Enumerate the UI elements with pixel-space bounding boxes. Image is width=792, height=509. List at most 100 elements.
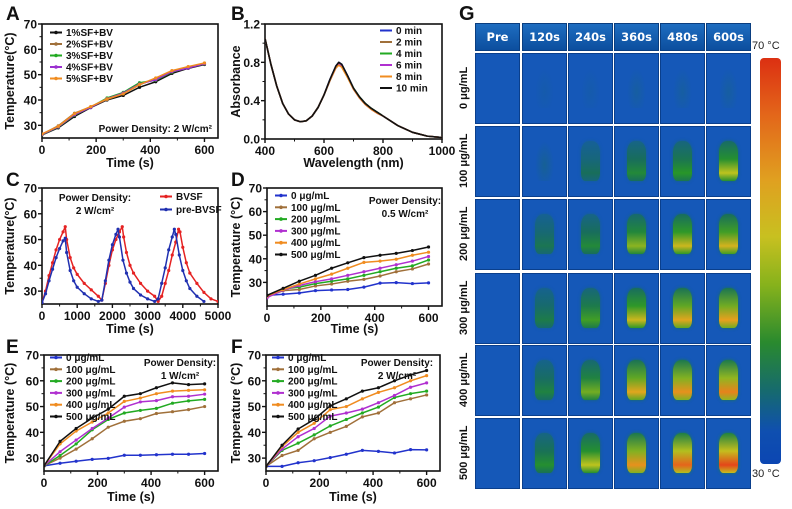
data-point bbox=[124, 271, 129, 275]
power-density-annotation: Power Density: bbox=[59, 193, 131, 204]
legend-label: 3%SF+BV bbox=[66, 51, 113, 62]
legend-item: 100 μg/mL bbox=[50, 365, 115, 376]
data-point bbox=[425, 389, 429, 393]
heated-vial-region bbox=[627, 68, 646, 108]
data-point bbox=[313, 289, 318, 293]
x-axis-label: Wavelength (nm) bbox=[303, 156, 403, 170]
row-label: 500 μg/mL bbox=[458, 425, 470, 480]
data-point bbox=[313, 273, 318, 277]
data-point bbox=[392, 379, 397, 383]
series-line bbox=[266, 448, 427, 468]
data-point bbox=[296, 461, 300, 465]
x-axis-label: Time (s) bbox=[107, 490, 155, 504]
heated-vial-region bbox=[673, 214, 692, 254]
data-point bbox=[122, 399, 126, 403]
data-point bbox=[378, 274, 382, 278]
legend-item: 500 μg/mL bbox=[272, 412, 337, 423]
data-point bbox=[426, 258, 431, 262]
series-0-g-ml bbox=[266, 448, 429, 468]
data-point bbox=[188, 271, 192, 275]
data-point bbox=[410, 281, 414, 286]
data-point bbox=[378, 270, 382, 274]
data-point bbox=[426, 250, 431, 254]
power-density-annotation: 2 W/cm² bbox=[76, 206, 115, 217]
data-point bbox=[312, 426, 316, 431]
heated-vial-region bbox=[627, 433, 646, 473]
chart-panel-f: F 30 40 50 60 70 0 200 400 600 Time (s) Temperature… bbox=[229, 337, 441, 504]
legend-label: 300 μg/mL bbox=[66, 388, 115, 399]
series-10-min bbox=[265, 38, 442, 139]
data-point bbox=[195, 281, 199, 285]
legend-label: 2%SF+BV bbox=[66, 40, 113, 51]
data-point bbox=[344, 411, 348, 415]
series-0-g-ml bbox=[267, 281, 431, 297]
data-point bbox=[280, 464, 284, 468]
data-point bbox=[138, 417, 142, 421]
legend-label: 1%SF+BV bbox=[66, 28, 113, 39]
chart-panel-a: A 30 40 50 60 70 0 200 400 600 Time (s) Temperature… bbox=[3, 4, 219, 170]
legend-label: 100 μg/mL bbox=[66, 365, 115, 376]
thermal-image-cell bbox=[522, 345, 567, 416]
heated-vial-region bbox=[581, 141, 600, 181]
data-point bbox=[394, 281, 398, 285]
heated-vial-region bbox=[627, 214, 646, 254]
thermal-image-cell bbox=[660, 273, 705, 344]
data-point bbox=[202, 61, 207, 65]
data-point bbox=[410, 259, 414, 263]
data-point bbox=[128, 280, 132, 284]
data-point bbox=[122, 405, 126, 409]
data-point bbox=[296, 427, 300, 431]
legend-marker bbox=[276, 402, 280, 407]
x-tick-label: 1000 bbox=[64, 309, 91, 323]
data-point bbox=[346, 279, 350, 283]
legend-item: 2%SF+BV bbox=[50, 40, 113, 51]
data-point bbox=[44, 464, 46, 468]
colorbar-max-label: 70 °C bbox=[752, 40, 780, 52]
y-axis-label: Temperature(°C) bbox=[3, 197, 17, 294]
legend-item: 300 μg/mL bbox=[272, 388, 337, 399]
data-point bbox=[63, 225, 67, 229]
power-density-annotation: 0.5 W/cm² bbox=[382, 209, 429, 220]
plot-area bbox=[42, 225, 218, 304]
panel-g-thermal-images: G Pre 120s 240s 360s 480s 600s 0 μg/mL 100 μg/m… bbox=[455, 0, 792, 509]
legend-item: 1%SF+BV bbox=[50, 28, 113, 39]
data-point bbox=[177, 253, 181, 257]
panel-letter-b: B bbox=[231, 4, 245, 25]
data-point bbox=[296, 430, 300, 434]
heated-vial-region bbox=[719, 68, 738, 108]
legend-item: 100 μg/mL bbox=[272, 365, 337, 376]
y-tick-label: 50 bbox=[24, 233, 38, 247]
legend-item: 4%SF+BV bbox=[50, 63, 113, 74]
thermal-image-cell bbox=[614, 418, 659, 489]
data-point bbox=[394, 266, 398, 270]
data-point bbox=[170, 452, 175, 456]
plot-area bbox=[42, 61, 207, 137]
data-point bbox=[267, 293, 269, 297]
legend-marker bbox=[279, 217, 283, 221]
x-axis-label: Time (s) bbox=[329, 490, 377, 504]
data-point bbox=[160, 294, 164, 298]
heated-vial-region bbox=[719, 214, 738, 254]
data-point bbox=[297, 287, 301, 292]
data-point bbox=[344, 404, 348, 409]
x-tick-label: 600 bbox=[417, 476, 437, 490]
data-point bbox=[61, 239, 65, 243]
data-point bbox=[163, 281, 167, 285]
series-500-g-ml bbox=[266, 368, 429, 468]
thermal-image-cell bbox=[660, 199, 705, 270]
legend-item: 5%SF+BV bbox=[50, 74, 113, 85]
data-point bbox=[296, 441, 300, 445]
x-tick-label: 600 bbox=[314, 144, 334, 158]
legend-label: 300 μg/mL bbox=[288, 388, 337, 399]
data-point bbox=[122, 411, 126, 415]
data-point bbox=[425, 448, 429, 452]
data-point bbox=[122, 235, 126, 239]
thermal-image-cell bbox=[706, 273, 751, 344]
thermal-image-cell bbox=[614, 199, 659, 270]
data-point bbox=[138, 408, 142, 413]
legend-item: 500 μg/mL bbox=[50, 412, 115, 423]
heated-vial-region bbox=[535, 214, 554, 254]
x-tick-label: 400 bbox=[363, 476, 383, 490]
